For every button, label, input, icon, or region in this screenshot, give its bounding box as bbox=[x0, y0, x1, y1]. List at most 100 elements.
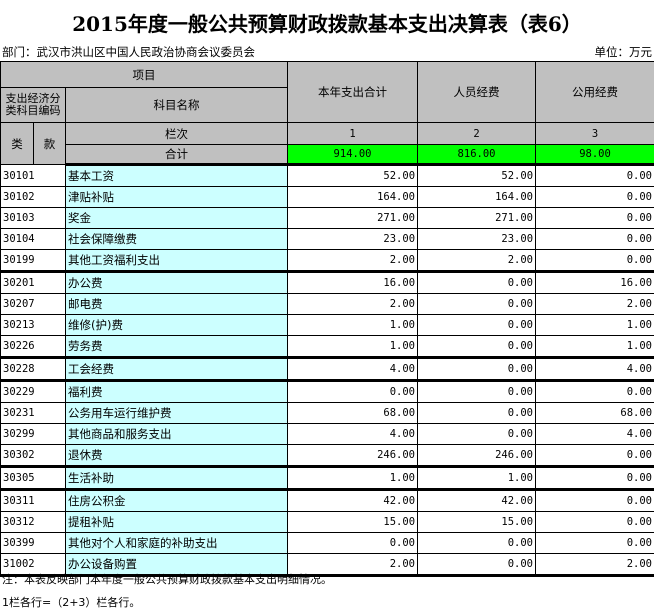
row-col1: 0.00 bbox=[287, 380, 419, 403]
row-col1: 42.00 bbox=[287, 489, 419, 512]
row-name: 办公设备购置 bbox=[64, 553, 289, 577]
row-code: 30207 bbox=[0, 293, 66, 315]
row-code: 30305 bbox=[0, 466, 66, 491]
table-row: 30231 公务用车运行维护费 68.00 0.00 68.00 bbox=[0, 402, 654, 424]
row-col1: 15.00 bbox=[287, 511, 419, 533]
row-name: 其他商品和服务支出 bbox=[64, 423, 289, 445]
row-col1: 2.00 bbox=[287, 293, 419, 315]
row-col3: 0.00 bbox=[535, 380, 654, 403]
row-col1: 52.00 bbox=[287, 164, 419, 187]
table-row: 30312 提租补贴 15.00 15.00 0.00 bbox=[0, 511, 654, 533]
table-row: 30305 生活补助 1.00 1.00 0.00 bbox=[0, 466, 654, 491]
row-name: 其他工资福利支出 bbox=[64, 249, 289, 273]
row-name: 邮电费 bbox=[64, 293, 289, 315]
header-idx3: 3 bbox=[535, 122, 654, 145]
row-col2: 42.00 bbox=[417, 489, 537, 512]
row-col3: 0.00 bbox=[535, 207, 654, 229]
table-row: 30311 住房公积金 42.00 42.00 0.00 bbox=[0, 489, 654, 512]
row-name: 退休费 bbox=[64, 444, 289, 468]
row-name: 劳务费 bbox=[64, 335, 289, 359]
row-code: 30102 bbox=[0, 186, 66, 208]
row-code: 30201 bbox=[0, 271, 66, 294]
row-col2: 0.00 bbox=[417, 357, 537, 382]
row-col1: 2.00 bbox=[287, 249, 419, 273]
row-col2: 1.00 bbox=[417, 466, 537, 491]
total-col1: 914.00 bbox=[287, 144, 419, 166]
row-col1: 68.00 bbox=[287, 402, 419, 424]
row-name: 生活补助 bbox=[64, 466, 289, 491]
row-col3: 16.00 bbox=[535, 271, 654, 294]
row-name: 维修(护)费 bbox=[64, 314, 289, 336]
row-code: 30399 bbox=[0, 532, 66, 554]
row-name: 奖金 bbox=[64, 207, 289, 229]
row-col2: 0.00 bbox=[417, 314, 537, 336]
row-col3: 2.00 bbox=[535, 293, 654, 315]
row-name: 其他对个人和家庭的补助支出 bbox=[64, 532, 289, 554]
table-row: 30229 福利费 0.00 0.00 0.00 bbox=[0, 380, 654, 403]
row-col2: 52.00 bbox=[417, 164, 537, 187]
row-code: 30299 bbox=[0, 423, 66, 445]
row-name: 基本工资 bbox=[64, 164, 289, 187]
row-col3: 0.00 bbox=[535, 186, 654, 208]
row-col1: 2.00 bbox=[287, 553, 419, 577]
table-row: 30302 退休费 246.00 246.00 0.00 bbox=[0, 444, 654, 468]
total-col3: 98.00 bbox=[535, 144, 654, 166]
row-name: 福利费 bbox=[64, 380, 289, 403]
row-col3: 0.00 bbox=[535, 249, 654, 273]
row-name: 提租补贴 bbox=[64, 511, 289, 533]
row-code: 30101 bbox=[0, 164, 66, 187]
row-col1: 23.00 bbox=[287, 228, 419, 250]
row-code: 30213 bbox=[0, 314, 66, 336]
row-col1: 16.00 bbox=[287, 271, 419, 294]
row-code: 30231 bbox=[0, 402, 66, 424]
header-lei: 类 bbox=[0, 122, 34, 165]
row-col2: 0.00 bbox=[417, 293, 537, 315]
table-row: 30207 邮电费 2.00 0.00 2.00 bbox=[0, 293, 654, 315]
row-col2: 0.00 bbox=[417, 553, 537, 577]
row-code: 30226 bbox=[0, 335, 66, 359]
row-col3: 4.00 bbox=[535, 357, 654, 382]
table-row: 30213 维修(护)费 1.00 0.00 1.00 bbox=[0, 314, 654, 336]
table-row: 30102 津贴补贴 164.00 164.00 0.00 bbox=[0, 186, 654, 208]
row-col3: 68.00 bbox=[535, 402, 654, 424]
row-code: 30311 bbox=[0, 489, 66, 512]
row-col2: 0.00 bbox=[417, 380, 537, 403]
row-col2: 23.00 bbox=[417, 228, 537, 250]
row-name: 津贴补贴 bbox=[64, 186, 289, 208]
row-col3: 0.00 bbox=[535, 532, 654, 554]
row-col1: 1.00 bbox=[287, 466, 419, 491]
note-2: 1栏各行=（2+3）栏各行。 bbox=[2, 596, 141, 609]
table-row: 30103 奖金 271.00 271.00 0.00 bbox=[0, 207, 654, 229]
header-kuan: 款 bbox=[33, 122, 66, 165]
header-col1: 本年支出合计 bbox=[287, 61, 419, 123]
header-idx2: 2 bbox=[417, 122, 537, 145]
row-col3: 0.00 bbox=[535, 228, 654, 250]
table-row: 30199 其他工资福利支出 2.00 2.00 0.00 bbox=[0, 249, 654, 273]
row-col2: 246.00 bbox=[417, 444, 537, 468]
row-col3: 4.00 bbox=[535, 423, 654, 445]
row-col2: 0.00 bbox=[417, 402, 537, 424]
table-row: 30226 劳务费 1.00 0.00 1.00 bbox=[0, 335, 654, 359]
department-label: 部门：武汉市洪山区中国人民政治协商会议委员会 bbox=[2, 45, 255, 59]
row-code: 30228 bbox=[0, 357, 66, 382]
row-code: 31002 bbox=[0, 553, 66, 577]
row-col2: 0.00 bbox=[417, 271, 537, 294]
row-col1: 271.00 bbox=[287, 207, 419, 229]
row-col1: 4.00 bbox=[287, 357, 419, 382]
header-name: 科目名称 bbox=[64, 87, 289, 123]
row-code: 30312 bbox=[0, 511, 66, 533]
unit-label: 单位：万元 bbox=[594, 45, 653, 59]
row-col1: 4.00 bbox=[287, 423, 419, 445]
row-col2: 2.00 bbox=[417, 249, 537, 273]
row-code: 30302 bbox=[0, 444, 66, 468]
row-col3: 0.00 bbox=[535, 444, 654, 468]
row-col1: 0.00 bbox=[287, 532, 419, 554]
header-idx1: 1 bbox=[287, 122, 419, 145]
row-name: 公务用车运行维护费 bbox=[64, 402, 289, 424]
row-col1: 1.00 bbox=[287, 314, 419, 336]
table-row: 30101 基本工资 52.00 52.00 0.00 bbox=[0, 164, 654, 187]
table-row: 30399 其他对个人和家庭的补助支出 0.00 0.00 0.00 bbox=[0, 532, 654, 554]
row-col3: 1.00 bbox=[535, 335, 654, 359]
row-code: 30229 bbox=[0, 380, 66, 403]
row-col2: 15.00 bbox=[417, 511, 537, 533]
